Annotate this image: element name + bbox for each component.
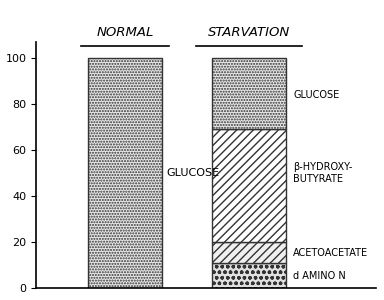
Bar [212,129,286,242]
Text: ACETOACETATE: ACETOACETATE [293,248,368,258]
Text: STARVATION: STARVATION [208,26,290,39]
Bar [212,58,286,129]
Bar [212,263,286,288]
Text: d AMINO N: d AMINO N [293,271,346,281]
Text: GLUCOSE: GLUCOSE [293,90,339,100]
Text: NORMAL: NORMAL [96,26,154,39]
Bar [212,242,286,263]
Bar [88,58,162,288]
Text: GLUCOSE: GLUCOSE [166,168,219,178]
Text: β-HYDROXY-
BUTYRATE: β-HYDROXY- BUTYRATE [293,162,353,184]
